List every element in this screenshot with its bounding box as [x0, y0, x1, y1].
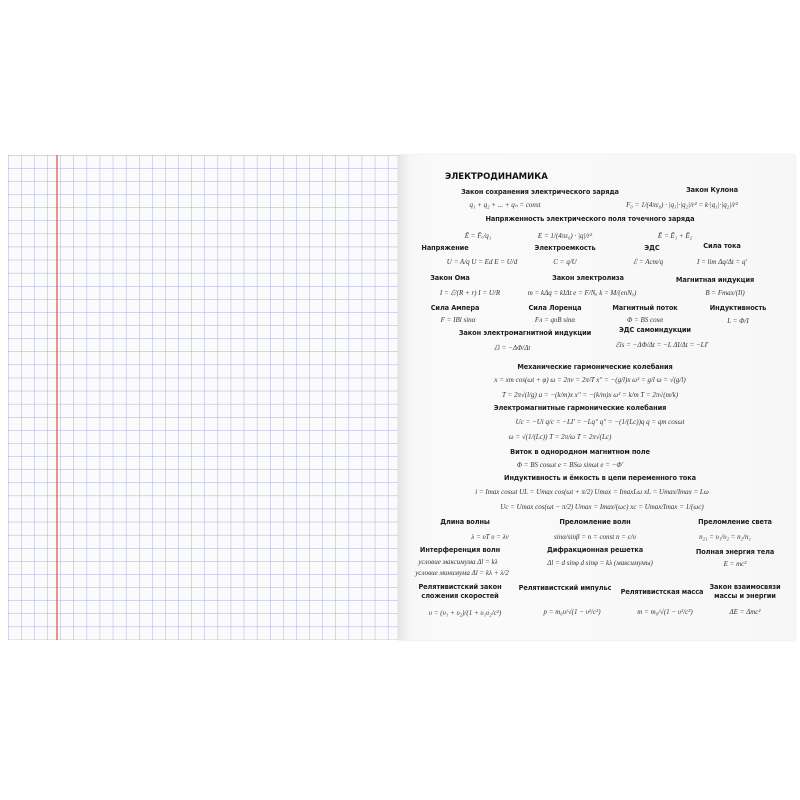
formula: ℰi = −ΔΦ/Δt — [493, 344, 531, 352]
section-heading: Сила Лоренца — [528, 304, 582, 312]
formula: Φ = BS cosωt e = BSω sinωt e = −Φ′ — [516, 461, 624, 469]
formula: B = Fmax/(Il) — [705, 289, 745, 297]
section-heading: ЭДС — [644, 244, 660, 252]
section-heading: Магнитная индукция — [675, 276, 755, 284]
formula: q₁ + q₂ + ... + qₙ = const — [469, 201, 541, 209]
section-heading: Закон Кулона — [686, 186, 738, 194]
formula: T = 2π√(l/g) a = −(k/m)x xʺ = −(k/m)x ω²… — [501, 391, 679, 399]
formula: L = Φ/I — [727, 317, 749, 325]
section-heading: Дифракционная решетка — [546, 546, 644, 554]
section-heading: Сила тока — [703, 242, 741, 250]
formula: F₀ = 1/(4πε₀) · |q₁|·|q₂|/r² = k·|q₁|·|q… — [626, 201, 738, 209]
formula: Φ = BS cosα — [626, 316, 664, 324]
formula: ΔE = Δmc² — [729, 608, 761, 616]
formula: i = Imax cosωt UL = Umax cos(ωt + π/2) U… — [475, 488, 709, 496]
formula: ℰ = Aст/q — [632, 258, 664, 266]
formula: C = q/U — [553, 258, 577, 266]
section-heading: Электромагнитные гармонические колебания — [493, 404, 667, 412]
section-heading: Закон электролиза — [552, 274, 624, 282]
formula: Ē = Ē₁ + Ē₂ — [657, 232, 693, 240]
section-heading: Закон взаимосвязи массы и энергии — [709, 583, 781, 600]
formula: E = mc² — [723, 560, 747, 568]
section-heading: Закон сохранения электрического заряда — [461, 188, 619, 196]
grid-squares — [8, 155, 398, 640]
formula: условие максимума Δl = kλ — [418, 558, 498, 566]
section-heading: Индуктивность и ёмкость в цепи переменно… — [504, 474, 696, 482]
formula: Fл = qυB sinα — [534, 316, 576, 324]
formula-page — [398, 155, 795, 640]
formula: λ = υT υ = λν — [471, 533, 509, 541]
section-heading: Закон электромагнитной индукции — [458, 329, 592, 337]
formula: F = IBl sinα — [440, 316, 476, 324]
section-heading: Релятивистский импульс — [518, 584, 612, 592]
section-heading: Преломление света — [698, 518, 772, 526]
section-heading: Механические гармонические колебания — [517, 363, 673, 371]
formula: I = lim Δq/Δt = q′ — [696, 258, 748, 266]
formula: n₂₁ = υ₁/υ₂ = n₂/n₁ — [699, 533, 751, 541]
section-heading: ЭДС самоиндукции — [619, 326, 691, 334]
formula: Uc = Umax cos(ωt − π/2) Umax = Imax/(ωc)… — [500, 503, 704, 511]
section-heading: Преломление волн — [559, 518, 631, 526]
formula: Uc = −Ui q/c = −LI′ = −Lqʺ qʺ = −(1/(Lc)… — [515, 418, 685, 426]
formula: ℰis = −ΔΦ/Δt = −L ΔI/Δt = −LI′ — [615, 341, 709, 349]
formula: E = 1/(4πε₀) · |q|/r² — [537, 232, 593, 240]
section-heading: Интерференция волн — [419, 546, 501, 554]
formula: условие минимума Δl = kλ + λ/2 — [415, 569, 509, 577]
section-heading: Индуктивность — [709, 304, 767, 312]
formula: p = m₀υ/√(1 − υ²/c²) — [543, 608, 601, 616]
section-heading: Длина волны — [440, 518, 490, 526]
formula: I = ℰ/(R + r) I = U/R — [439, 289, 501, 297]
formula: Δl = d sinφ d sinφ = kλ (максимумы) — [547, 559, 653, 567]
formula: x = xm cos(ωt + φ) ω = 2πν = 2π/T xʺ = −… — [494, 376, 686, 384]
section-heading: Виток в однородном магнитном поле — [510, 448, 650, 456]
section-heading: Релятивистский закон сложения скоростей — [418, 583, 502, 600]
formula: U = A/q U = Ed E = U/d — [446, 258, 518, 266]
formula: ω = √(1/(Lc)) T = 2π/ω T = 2π√(Lc) — [508, 433, 612, 441]
formula: sinα/sinβ = n = const n = c/υ — [554, 533, 636, 541]
formula: Ē = F̄ₑ/q₁ — [464, 232, 492, 240]
formula: m = kΔq = kIΔt e = F/Nₐ k = M/(enNₐ) — [527, 289, 637, 297]
section-heading: Магнитный поток — [612, 304, 678, 312]
section-heading: Полная энергия тела — [695, 548, 775, 556]
section-heading: Напряжение — [421, 244, 469, 252]
formula: m = m₀/√(1 − υ²/c²) — [637, 608, 693, 616]
section-heading: Напряженность электрического поля точечн… — [485, 215, 695, 223]
section-heading: Закон Ома — [430, 274, 470, 282]
page-title: ЭЛЕКТРОДИНАМИКА — [445, 172, 548, 182]
section-heading: Сила Ампера — [430, 304, 480, 312]
section-heading: Электроемкость — [534, 244, 596, 252]
section-heading: Релятивистская масса — [620, 588, 704, 596]
formula: υ = (υ₁ + υ₂)/(1 + υ₁υ₂/c²) — [428, 609, 502, 617]
